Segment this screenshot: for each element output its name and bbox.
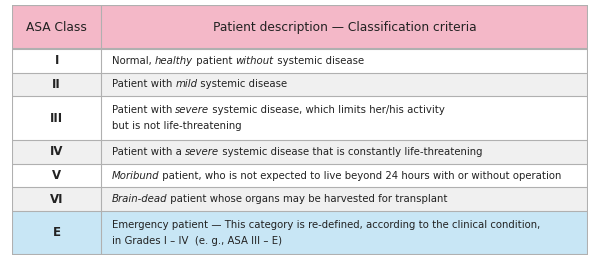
Text: VI: VI	[50, 193, 64, 206]
Bar	[12, 164, 588, 187]
Text: systemic disease: systemic disease	[197, 80, 287, 89]
Text: systemic disease, which limits her/his activity: systemic disease, which limits her/his a…	[209, 106, 445, 115]
Text: Normal,: Normal,	[112, 56, 155, 66]
Text: in Grades I – IV  (e. g., ASA III – E): in Grades I – IV (e. g., ASA III – E)	[112, 236, 282, 246]
Text: Patient description — Classification criteria: Patient description — Classification cri…	[213, 21, 476, 34]
Text: Emergency patient — This category is re-defined, according to the clinical condi: Emergency patient — This category is re-…	[112, 220, 540, 230]
Text: patient, who is not expected to live beyond 24 hours with or without operation: patient, who is not expected to live bey…	[159, 171, 562, 180]
Text: Brain-dead: Brain-dead	[112, 194, 167, 204]
Text: I: I	[55, 54, 59, 67]
Bar	[12, 211, 588, 255]
Text: II: II	[52, 78, 61, 91]
Bar	[12, 96, 588, 140]
Text: patient whose organs may be harvested for transplant: patient whose organs may be harvested fo…	[167, 194, 448, 204]
Text: V: V	[52, 169, 61, 182]
Bar	[12, 140, 588, 164]
Text: severe: severe	[175, 106, 209, 115]
Bar	[12, 49, 588, 73]
Text: systemic disease: systemic disease	[274, 56, 364, 66]
Bar	[12, 187, 588, 211]
Text: mild: mild	[175, 80, 197, 89]
Text: severe: severe	[185, 147, 219, 157]
Text: Patient with: Patient with	[112, 106, 175, 115]
Text: Patient with: Patient with	[112, 80, 175, 89]
Text: E: E	[53, 226, 61, 239]
Text: but is not life-threatening: but is not life-threatening	[112, 121, 241, 131]
Text: without: without	[236, 56, 274, 66]
Text: ASA Class: ASA Class	[26, 21, 87, 34]
Bar	[12, 5, 588, 49]
Text: systemic disease that is constantly life-threatening: systemic disease that is constantly life…	[219, 147, 482, 157]
Bar	[12, 73, 588, 96]
Text: patient: patient	[193, 56, 236, 66]
Text: healthy: healthy	[155, 56, 193, 66]
Text: III: III	[50, 112, 63, 125]
Text: IV: IV	[50, 145, 64, 158]
Text: Moribund: Moribund	[112, 171, 159, 180]
Text: Patient with a: Patient with a	[112, 147, 185, 157]
